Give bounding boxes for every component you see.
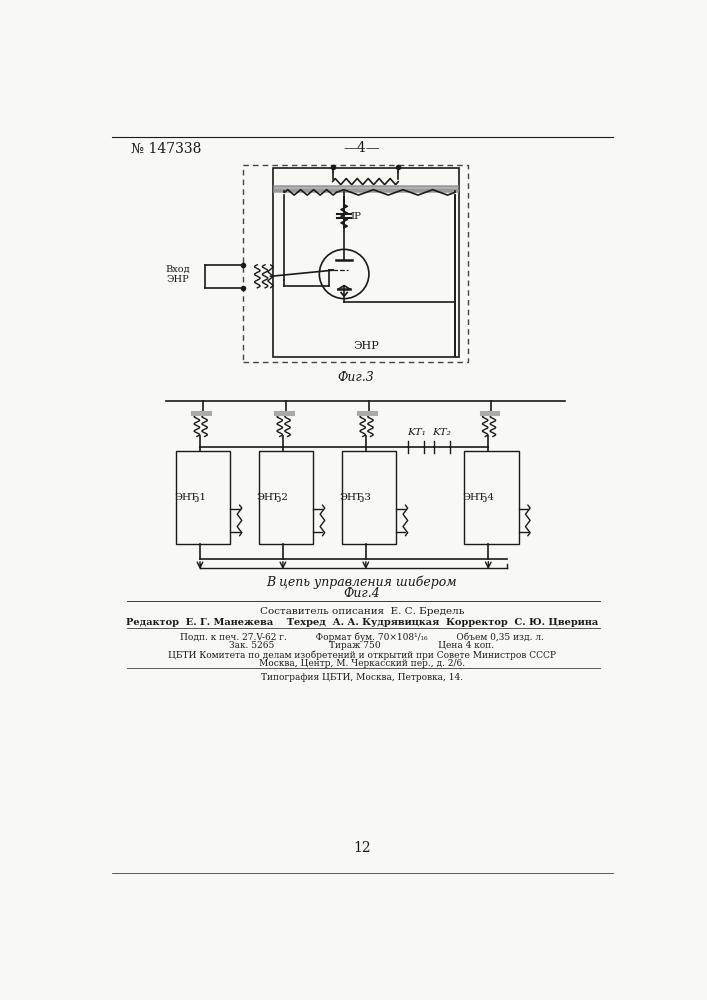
Text: ЭНЂ2: ЭНЂ2 bbox=[257, 493, 289, 502]
Text: ЭНЂ1: ЭНЂ1 bbox=[174, 493, 206, 502]
Text: 12: 12 bbox=[353, 841, 370, 855]
Text: Вход
ЭНР: Вход ЭНР bbox=[165, 264, 189, 284]
Text: ЭНЂ3: ЭНЂ3 bbox=[340, 493, 372, 502]
Text: Редактор  Е. Г. Манежева    Техред  А. А. Кудрявицкая  Корректор  С. Ю. Цверина: Редактор Е. Г. Манежева Техред А. А. Куд… bbox=[126, 618, 598, 627]
Text: Москва, Центр, М. Черкасский пер., д. 2/6.: Москва, Центр, М. Черкасский пер., д. 2/… bbox=[259, 659, 465, 668]
Text: KT₂: KT₂ bbox=[433, 428, 451, 437]
Text: KT₁: KT₁ bbox=[407, 428, 426, 437]
Text: IP: IP bbox=[351, 212, 361, 221]
Text: Фиг.4: Фиг.4 bbox=[344, 587, 380, 600]
Text: Подп. к печ. 27.V-62 г.          Формат бум. 70×108¹/₁₆          Объем 0,35 изд.: Подп. к печ. 27.V-62 г. Формат бум. 70×1… bbox=[180, 632, 544, 642]
Text: № 147338: № 147338 bbox=[131, 141, 201, 155]
Text: ЦБТИ Комитета по делам изобретений и открытий при Совете Министров СССР: ЦБТИ Комитета по делам изобретений и отк… bbox=[168, 651, 556, 660]
Text: Фиг.3: Фиг.3 bbox=[337, 371, 374, 384]
Text: Типография ЦБТИ, Москва, Петровка, 14.: Типография ЦБТИ, Москва, Петровка, 14. bbox=[261, 673, 463, 682]
Text: —4—: —4— bbox=[344, 141, 380, 155]
Text: ЭНЂ4: ЭНЂ4 bbox=[462, 493, 494, 502]
Text: Зак. 5265                   Тираж 750                    Цена 4 коп.: Зак. 5265 Тираж 750 Цена 4 коп. bbox=[229, 641, 494, 650]
Text: ЭНР: ЭНР bbox=[353, 341, 379, 351]
Text: В цепь управления шибером: В цепь управления шибером bbox=[267, 576, 457, 589]
Text: Составитель описания  Е. С. Бредель: Составитель описания Е. С. Бредель bbox=[259, 607, 464, 616]
